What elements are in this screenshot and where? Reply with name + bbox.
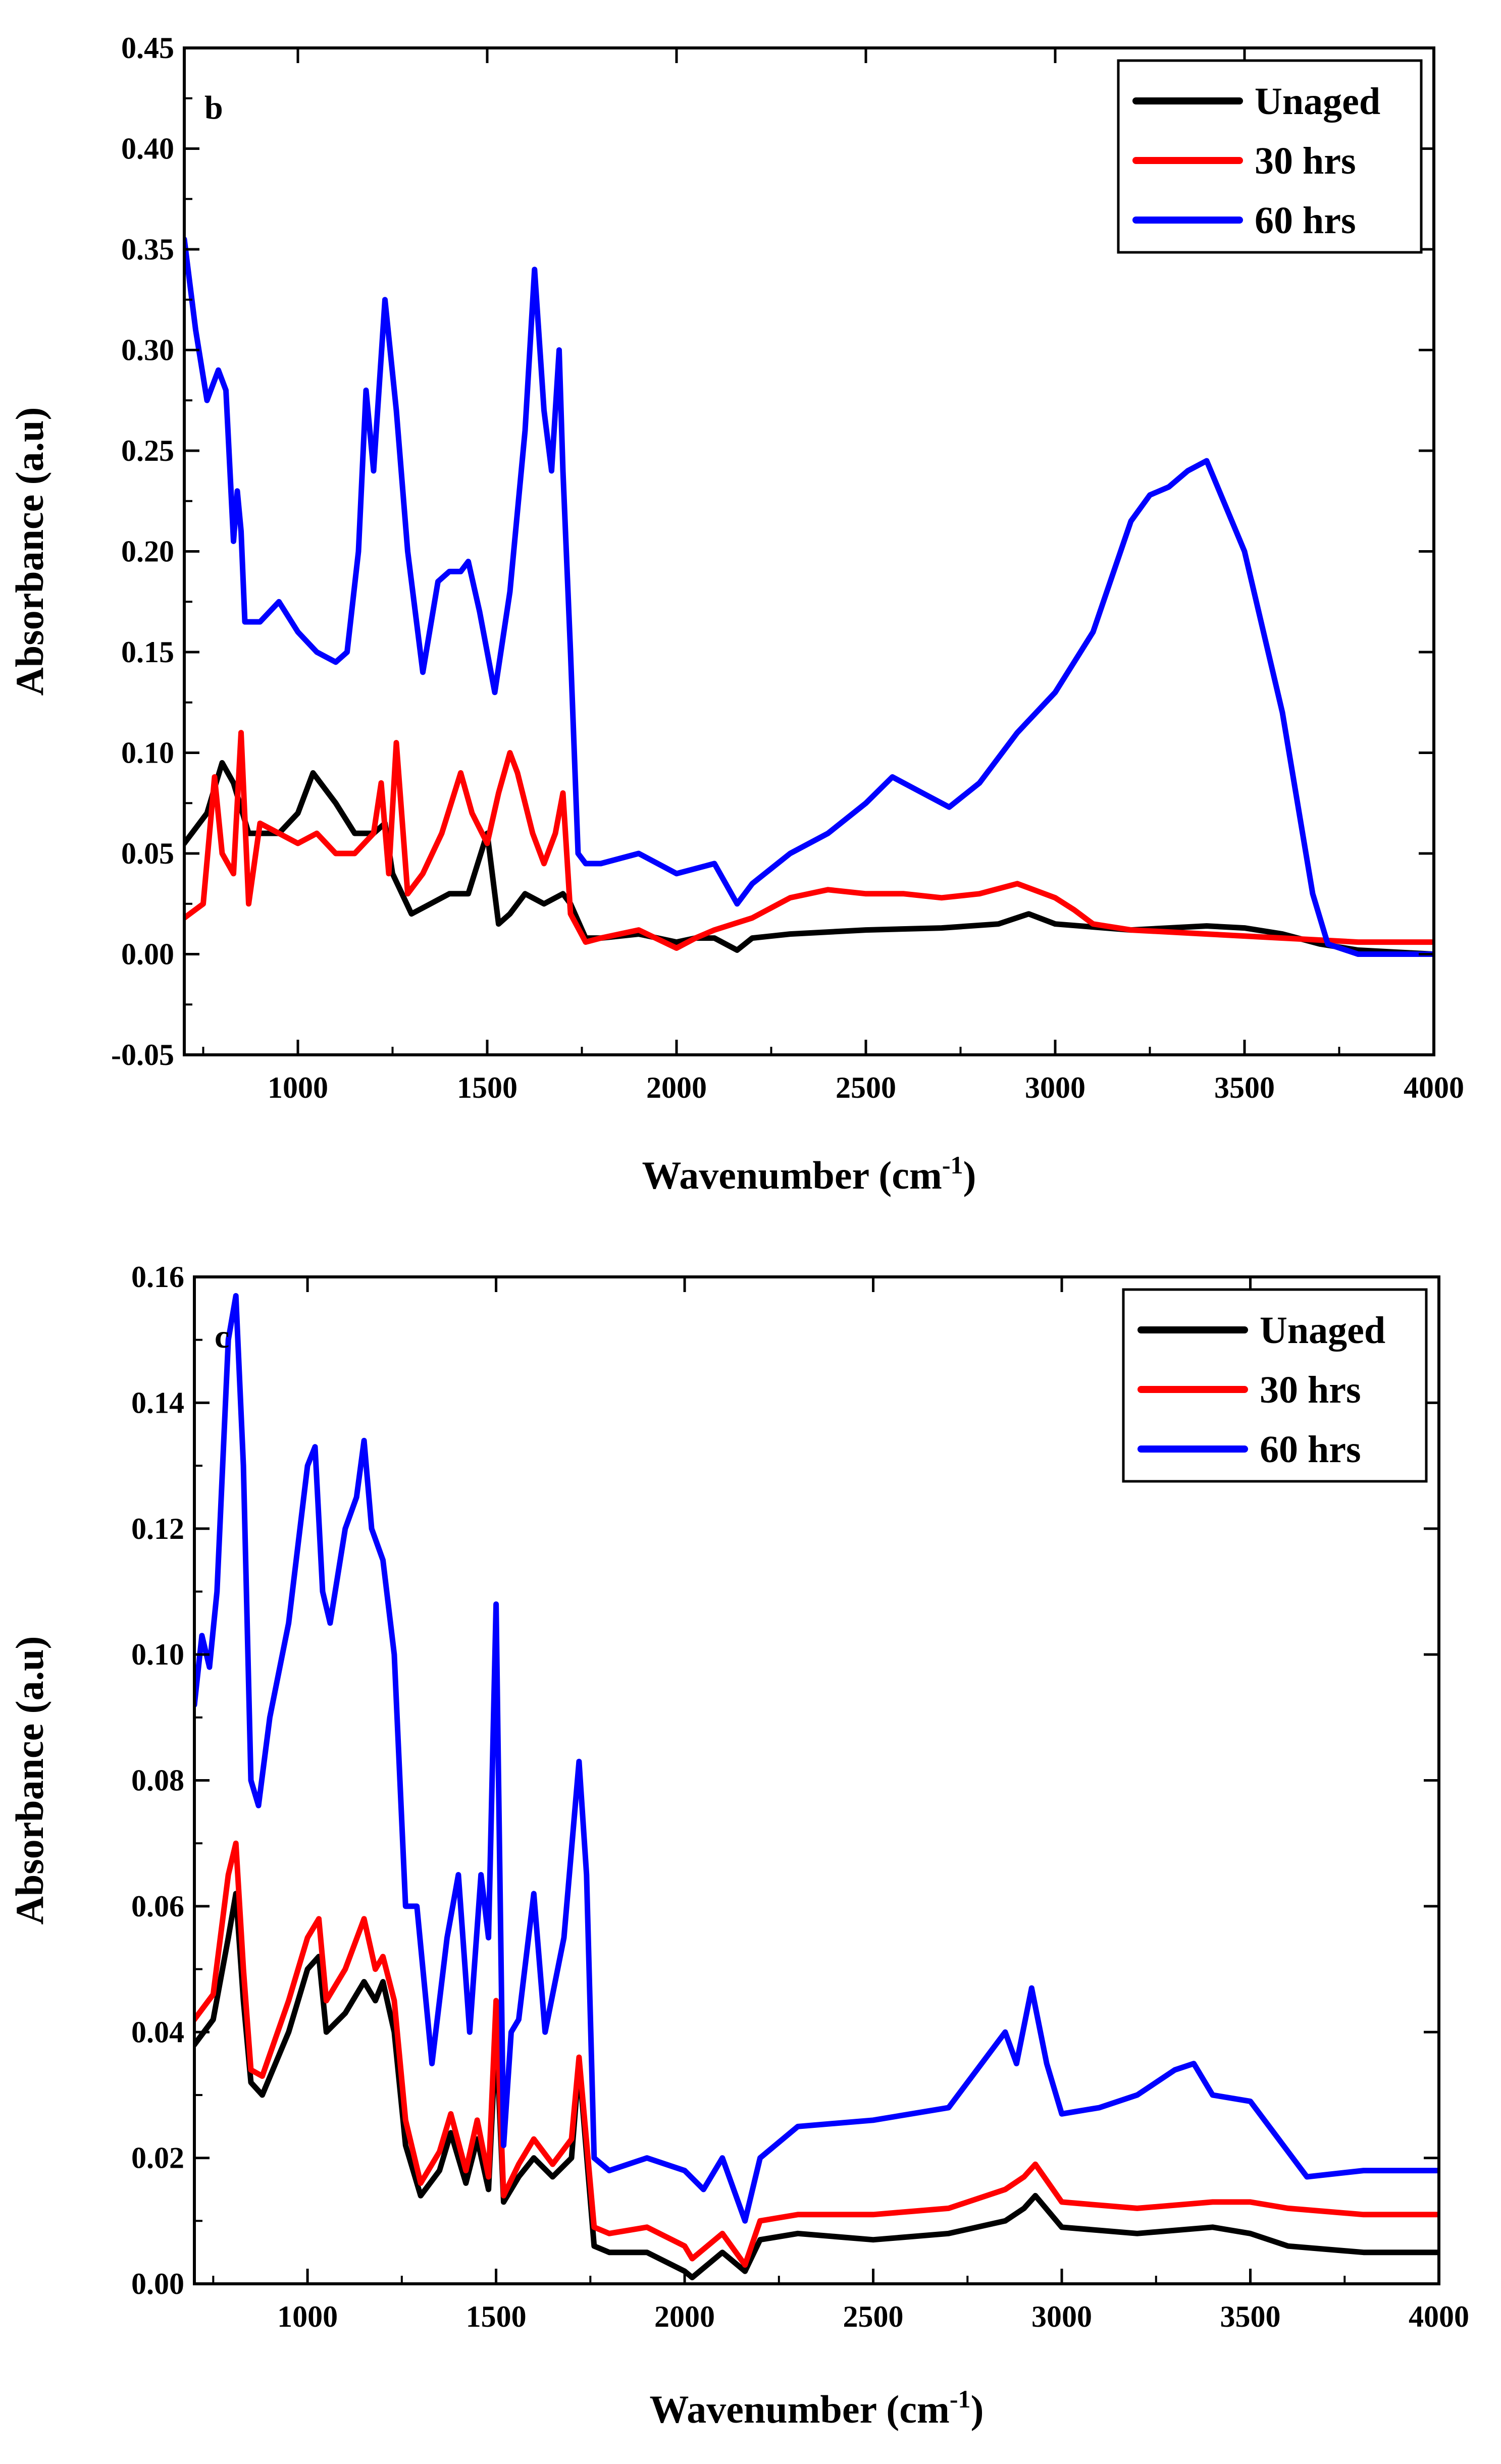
x-axis-title: Wavenumber (cm-1)	[650, 2385, 984, 2431]
x-tick-label: 1500	[457, 1071, 517, 1104]
x-tick-label: 1000	[277, 2300, 338, 2333]
x-tick-label: 2500	[836, 1071, 896, 1104]
x-tick-label: 2500	[843, 2300, 904, 2333]
legend: Unaged 30 hrs 60 hrs	[1117, 59, 1423, 254]
panel-label: b	[204, 89, 223, 126]
y-tick-label: 0.08	[131, 1764, 184, 1797]
y-tick-label: 0.00	[131, 2267, 184, 2300]
x-tick-label: 3000	[1025, 1071, 1085, 1104]
panel-label: c	[215, 1318, 229, 1355]
legend: Unaged 30 hrs 60 hrs	[1122, 1288, 1428, 1483]
y-tick-label: 0.45	[121, 31, 174, 65]
series-line-unaged	[184, 760, 1434, 957]
chart-panel-c: 1000 1500 2000 2500 3000 3500 4000 0.00 0.02 0.04…	[8, 1260, 1469, 2431]
legend-label-30-hrs: 30 hrs	[1260, 1369, 1361, 1411]
x-tick-label: 2000	[654, 2300, 715, 2333]
y-tick-label: 0.35	[121, 233, 174, 266]
series-line-60-hrs	[184, 236, 1434, 957]
x-tick-label: 3500	[1214, 1071, 1275, 1104]
series-line-30-hrs	[194, 1840, 1439, 2268]
y-tick-label: 0.20	[121, 535, 174, 568]
y-tick-label: 0.16	[131, 1260, 184, 1294]
legend-label-30-hrs: 30 hrs	[1255, 140, 1356, 182]
legend-label-unaged: Unaged	[1255, 80, 1380, 123]
x-tick-label: 2000	[646, 1071, 707, 1104]
x-tick-label: 4000	[1409, 2300, 1469, 2333]
x-tick-label: 1000	[268, 1071, 328, 1104]
y-tick-label: 0.40	[121, 132, 174, 166]
y-tick-label: 0.10	[131, 1638, 184, 1671]
y-tick-label: 0.14	[131, 1386, 184, 1419]
y-tick-label: 0.00	[121, 938, 174, 971]
chart-panel-b: 1000 1500 2000 2500 3000 3500 4000 -0.05 0.00 0.0…	[8, 31, 1464, 1197]
y-tick-label: 0.10	[121, 736, 174, 770]
x-tick-label: 1500	[466, 2300, 527, 2333]
y-tick-label: 0.12	[131, 1512, 184, 1545]
x-tick-label: 3500	[1220, 2300, 1281, 2333]
y-axis-title: Absorbance (a.u)	[8, 407, 51, 695]
x-tick-label: 3000	[1031, 2300, 1092, 2333]
y-tick-label: 0.25	[121, 434, 174, 467]
y-tick-label: -0.05	[111, 1038, 174, 1072]
y-tick-label: 0.04	[131, 2015, 184, 2049]
legend-label-60-hrs: 60 hrs	[1260, 1428, 1361, 1471]
series-line-30-hrs	[184, 730, 1434, 951]
x-tick-label: 4000	[1404, 1071, 1464, 1104]
legend-label-unaged: Unaged	[1260, 1309, 1385, 1352]
y-tick-label: 0.05	[121, 837, 174, 870]
x-axis-title: Wavenumber (cm-1)	[642, 1151, 976, 1197]
legend-label-60-hrs: 60 hrs	[1255, 199, 1356, 242]
y-tick-label: 0.30	[121, 334, 174, 367]
y-tick-label: 0.02	[131, 2141, 184, 2175]
series-line-unaged	[194, 1891, 1439, 2280]
y-tick-label: 0.06	[131, 1890, 184, 1923]
y-axis-title: Absorbance (a.u)	[8, 1636, 51, 1924]
series-line-60-hrs	[194, 1293, 1439, 2224]
y-tick-label: 0.15	[121, 635, 174, 669]
